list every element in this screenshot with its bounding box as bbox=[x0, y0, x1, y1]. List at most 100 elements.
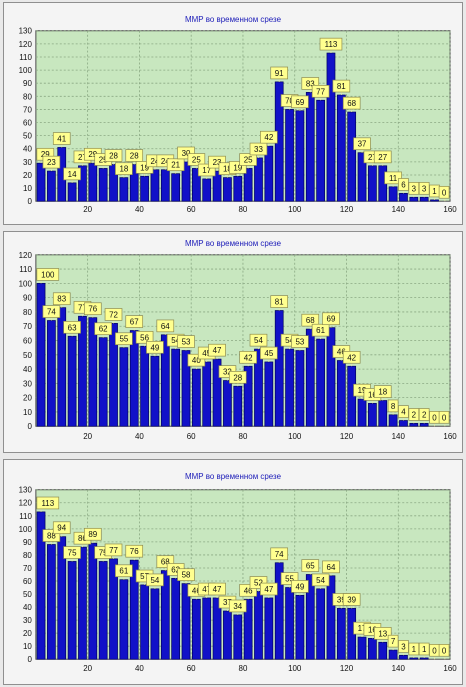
y-tick-label: 0 bbox=[27, 197, 32, 206]
data-label-text: 46 bbox=[244, 586, 253, 595]
data-label-box bbox=[270, 295, 289, 308]
data-label-text: 17 bbox=[358, 624, 367, 633]
data-label-box bbox=[342, 351, 361, 364]
data-label-box bbox=[187, 153, 206, 166]
data-label-text: 58 bbox=[182, 571, 191, 580]
data-label: 28 bbox=[228, 371, 247, 387]
data-label-text: 53 bbox=[295, 338, 304, 347]
x-tick-label: 20 bbox=[83, 664, 92, 673]
y-tick-label: 100 bbox=[19, 279, 33, 288]
data-label-box bbox=[438, 411, 450, 424]
bar bbox=[409, 423, 419, 427]
data-label-text: 67 bbox=[130, 318, 139, 327]
bar bbox=[47, 320, 56, 427]
data-label: 74 bbox=[42, 305, 61, 321]
data-label-box bbox=[166, 158, 185, 172]
bar bbox=[254, 591, 263, 660]
data-label-text: 42 bbox=[244, 353, 253, 362]
data-label-box bbox=[291, 95, 309, 109]
data-label-text: 18 bbox=[223, 165, 232, 174]
data-label-text: 40 bbox=[192, 356, 201, 365]
bar bbox=[243, 365, 253, 427]
bar bbox=[316, 99, 325, 202]
data-label-text: 53 bbox=[182, 338, 191, 347]
bar bbox=[326, 327, 336, 427]
y-tick-label: 120 bbox=[19, 40, 33, 49]
data-label: 64 bbox=[322, 560, 340, 576]
data-label-box bbox=[125, 149, 144, 162]
data-label: 49 bbox=[146, 341, 164, 357]
data-label-box bbox=[146, 573, 164, 587]
data-label: 49 bbox=[291, 580, 309, 596]
x-tick-label: 80 bbox=[239, 664, 248, 673]
bar bbox=[191, 368, 201, 427]
data-label-text: 0 bbox=[442, 413, 447, 422]
bar bbox=[140, 584, 149, 660]
bar bbox=[150, 588, 160, 660]
chart-title: ММР во временном срезе bbox=[185, 472, 282, 481]
data-label: 53 bbox=[291, 335, 309, 351]
bar bbox=[295, 350, 305, 427]
data-label-text: 74 bbox=[275, 550, 284, 559]
data-label-text: 91 bbox=[275, 69, 284, 78]
y-tick-label: 80 bbox=[23, 92, 32, 101]
data-label-box bbox=[342, 96, 361, 110]
data-label-box bbox=[398, 640, 409, 653]
data-label-text: 86 bbox=[78, 534, 87, 543]
data-label-box bbox=[239, 153, 257, 166]
bar bbox=[419, 196, 429, 202]
x-tick-label: 20 bbox=[83, 205, 92, 214]
x-tick-label: 160 bbox=[443, 205, 457, 214]
bar bbox=[254, 348, 263, 427]
data-label-text: 23 bbox=[47, 158, 56, 167]
data-label-text: 28 bbox=[109, 152, 118, 161]
data-label-text: 24 bbox=[151, 157, 160, 166]
data-label: 42 bbox=[342, 351, 361, 367]
data-label: 39 bbox=[342, 593, 361, 609]
x-tick-label: 140 bbox=[392, 205, 406, 214]
data-label-text: 89 bbox=[88, 530, 97, 539]
data-label-text: 63 bbox=[68, 323, 77, 332]
y-tick-label: 50 bbox=[23, 351, 32, 360]
data-label-box bbox=[52, 292, 71, 306]
x-tick-label: 60 bbox=[187, 205, 196, 214]
data-label-text: 76 bbox=[88, 305, 97, 314]
bar bbox=[399, 192, 408, 202]
data-label: 81 bbox=[332, 79, 351, 95]
data-label-text: 18 bbox=[378, 388, 387, 397]
data-label-box bbox=[208, 343, 226, 357]
data-label-box bbox=[291, 335, 309, 348]
data-label-box bbox=[301, 559, 320, 572]
middle-chart: ММР во временном срезе010203040506070809… bbox=[19, 239, 458, 441]
data-label-box bbox=[115, 162, 133, 175]
y-tick-label: 10 bbox=[23, 184, 32, 193]
data-label-text: 68 bbox=[347, 99, 356, 108]
data-label-text: 32 bbox=[223, 368, 232, 377]
data-label: 76 bbox=[125, 544, 144, 561]
data-label: 75 bbox=[63, 546, 81, 562]
data-label-text: 83 bbox=[57, 295, 66, 304]
data-label: 81 bbox=[270, 295, 289, 311]
data-label-text: 47 bbox=[264, 585, 273, 594]
x-tick-label: 100 bbox=[288, 664, 302, 673]
x-tick-label: 160 bbox=[443, 432, 457, 441]
data-label-text: 27 bbox=[78, 153, 87, 162]
y-tick-label: 20 bbox=[23, 394, 32, 403]
data-label-text: 72 bbox=[109, 310, 118, 319]
data-label-text: 64 bbox=[161, 322, 170, 331]
y-tick-label: 80 bbox=[23, 308, 32, 317]
data-label-box bbox=[52, 132, 71, 145]
data-label-box bbox=[260, 582, 278, 596]
data-label: 3 bbox=[408, 182, 420, 198]
data-label-text: 27 bbox=[368, 153, 377, 162]
data-label-box bbox=[418, 642, 430, 656]
bar bbox=[47, 170, 56, 202]
y-tick-label: 100 bbox=[19, 66, 33, 75]
data-label-box bbox=[63, 321, 81, 334]
bar bbox=[388, 649, 398, 660]
data-label-box bbox=[418, 182, 430, 195]
data-label-text: 25 bbox=[244, 155, 253, 164]
data-label-box bbox=[42, 155, 61, 169]
data-label-box bbox=[301, 313, 320, 327]
data-label-box bbox=[115, 564, 133, 578]
